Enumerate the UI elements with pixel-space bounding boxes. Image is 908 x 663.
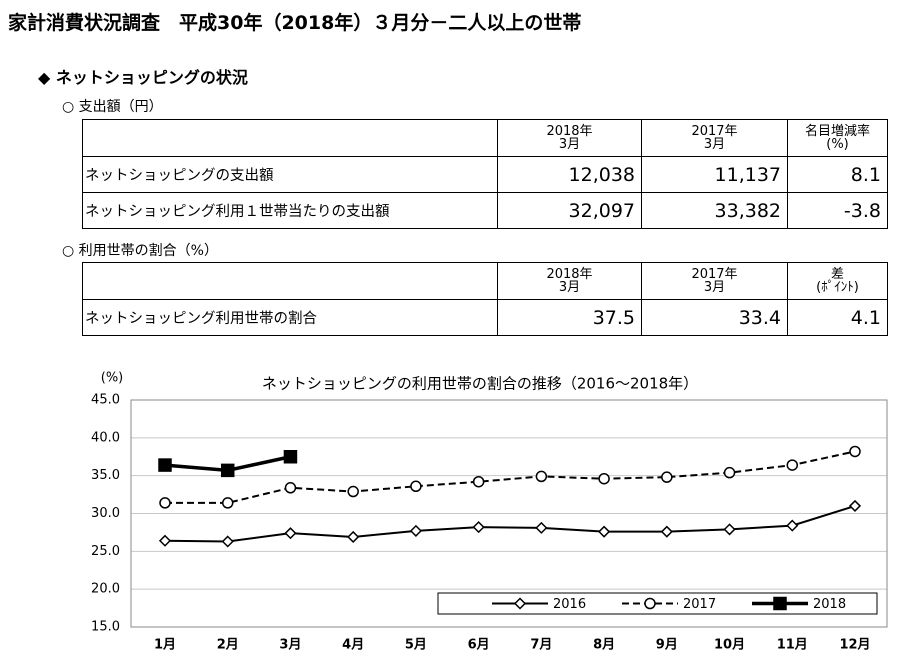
x-tick-label: 3月 (279, 638, 301, 653)
row: ネットショッピングの支出額 12,038 11,137 8.1 (82, 156, 888, 193)
legend-marker (513, 597, 527, 610)
header-cell (82, 119, 498, 157)
header-text: 3月 (703, 137, 726, 152)
y-tick-label: 30.0 (91, 506, 120, 521)
table-caption: ○ 支出額（円） (62, 99, 163, 115)
data-point (284, 527, 297, 540)
data-point (221, 535, 234, 548)
data-point (472, 521, 485, 534)
y-axis-label: (%) (101, 371, 124, 386)
legend-label: 2017 (683, 597, 716, 612)
y-tick-label: 40.0 (91, 430, 120, 445)
plot-border (130, 399, 888, 628)
cell: 32,097 (497, 192, 642, 229)
data-point (786, 519, 799, 532)
x-tick-label: 1月 (154, 638, 176, 653)
table: 2018年 3月 2017年 3月 名目増減率 (%) ネットショッピングの支出額 12,03… (82, 119, 888, 229)
table: 2018年 3月 2017年 3月差 (ﾎﾟｲﾝﾄ) ネットショッピング利用世帯の割合 37… (82, 262, 888, 336)
cell: 33.4 (641, 299, 788, 336)
data-point (284, 482, 297, 494)
row-label: ネットショッピング利用世帯の割合 (82, 299, 498, 336)
data-point (283, 450, 298, 464)
header-text: 2017年 (691, 267, 738, 282)
header-cell: 2018年 3月 (497, 262, 642, 300)
data-point (347, 530, 360, 544)
data-point (347, 485, 359, 498)
cell: 33,382 (641, 192, 788, 229)
data-point (786, 459, 799, 471)
cell: 37.5 (497, 299, 642, 336)
x-tick-label: 9月 (656, 638, 678, 653)
y-tick-label: 15.0 (91, 620, 120, 635)
legend-label: 2018 (813, 597, 846, 612)
header-text: 2017年 (691, 124, 738, 139)
x-tick-label: 8月 (593, 638, 615, 653)
data-point (159, 497, 171, 509)
row-label: ネットショッピングの支出額 (82, 156, 498, 193)
y-tick-label: 25.0 (91, 544, 120, 559)
data-point (723, 523, 736, 536)
table-caption: ○ 利用世帯の割合（%） (62, 243, 218, 259)
data-point (410, 480, 422, 493)
y-tick-label: 35.0 (91, 468, 120, 483)
chart-title: ネットショッピングの利用世帯の割合の推移（2016～2018年） (262, 375, 698, 393)
cell: 8.1 (787, 156, 888, 193)
header-text: (%) (826, 137, 849, 152)
x-tick-label: 4月 (342, 638, 364, 653)
data-point (598, 472, 610, 485)
header-row: 2018年 3月 2017年 3月 名目増減率 (%) (82, 119, 888, 157)
header-text: 3月 (703, 280, 726, 295)
data-point (535, 521, 548, 534)
legend-label: 2016 (553, 597, 586, 612)
header-text: 差 (830, 267, 844, 282)
row: ネットショッピング利用１世帯当たりの支出額 32,097 33,382 -3.8 (82, 192, 888, 229)
header-text: 名目増減率 (804, 124, 870, 139)
data-point (848, 499, 862, 512)
cell: -3.8 (787, 192, 888, 229)
y-tick-label: 20.0 (91, 582, 120, 597)
data-point (849, 445, 861, 458)
legend-marker (644, 597, 656, 610)
header-cell: 名目増減率 (%) (787, 119, 888, 157)
x-tick-label: 7月 (530, 638, 552, 653)
data-point (158, 458, 172, 472)
cell: 4.1 (787, 299, 888, 336)
data-point (220, 463, 235, 478)
x-tick-label: 11月 (777, 638, 808, 653)
header-text: 3月 (558, 137, 581, 152)
data-point (661, 471, 673, 483)
x-tick-label: 6月 (468, 638, 490, 653)
x-tick-label: 2月 (217, 638, 239, 653)
y-tick-label: 45.0 (91, 393, 120, 408)
header-text: 3月 (558, 280, 581, 295)
legend-marker (773, 596, 787, 611)
data-point (158, 534, 172, 547)
data-point (535, 470, 548, 483)
series-line (164, 504, 856, 543)
data-point (723, 466, 736, 479)
page-title: 家計消費状況調査 平成30年（2018年）３月分－二人以上の世帯 (8, 12, 582, 34)
series-line (165, 450, 856, 504)
header-text: 2018年 (546, 267, 593, 282)
data-point (598, 525, 611, 538)
data-point (409, 524, 422, 537)
data-point (221, 497, 234, 509)
header-cell: 差 (ﾎﾟｲﾝﾄ) (787, 262, 888, 300)
x-tick-label: 5月 (405, 638, 427, 653)
x-tick-label: 12月 (839, 638, 870, 653)
header-text: 2018年 (546, 124, 593, 139)
data-point (472, 475, 485, 488)
section-title: ◆ ネットショッピングの状況 (38, 68, 248, 87)
header-text: (ﾎﾟｲﾝﾄ) (816, 280, 859, 295)
row-label: ネットショッピング利用１世帯当たりの支出額 (82, 192, 498, 229)
x-tick-label: 10月 (714, 638, 745, 653)
row: ネットショッピング利用世帯の割合 37.5 33.4 4.1 (82, 299, 888, 336)
data-point (660, 525, 673, 538)
